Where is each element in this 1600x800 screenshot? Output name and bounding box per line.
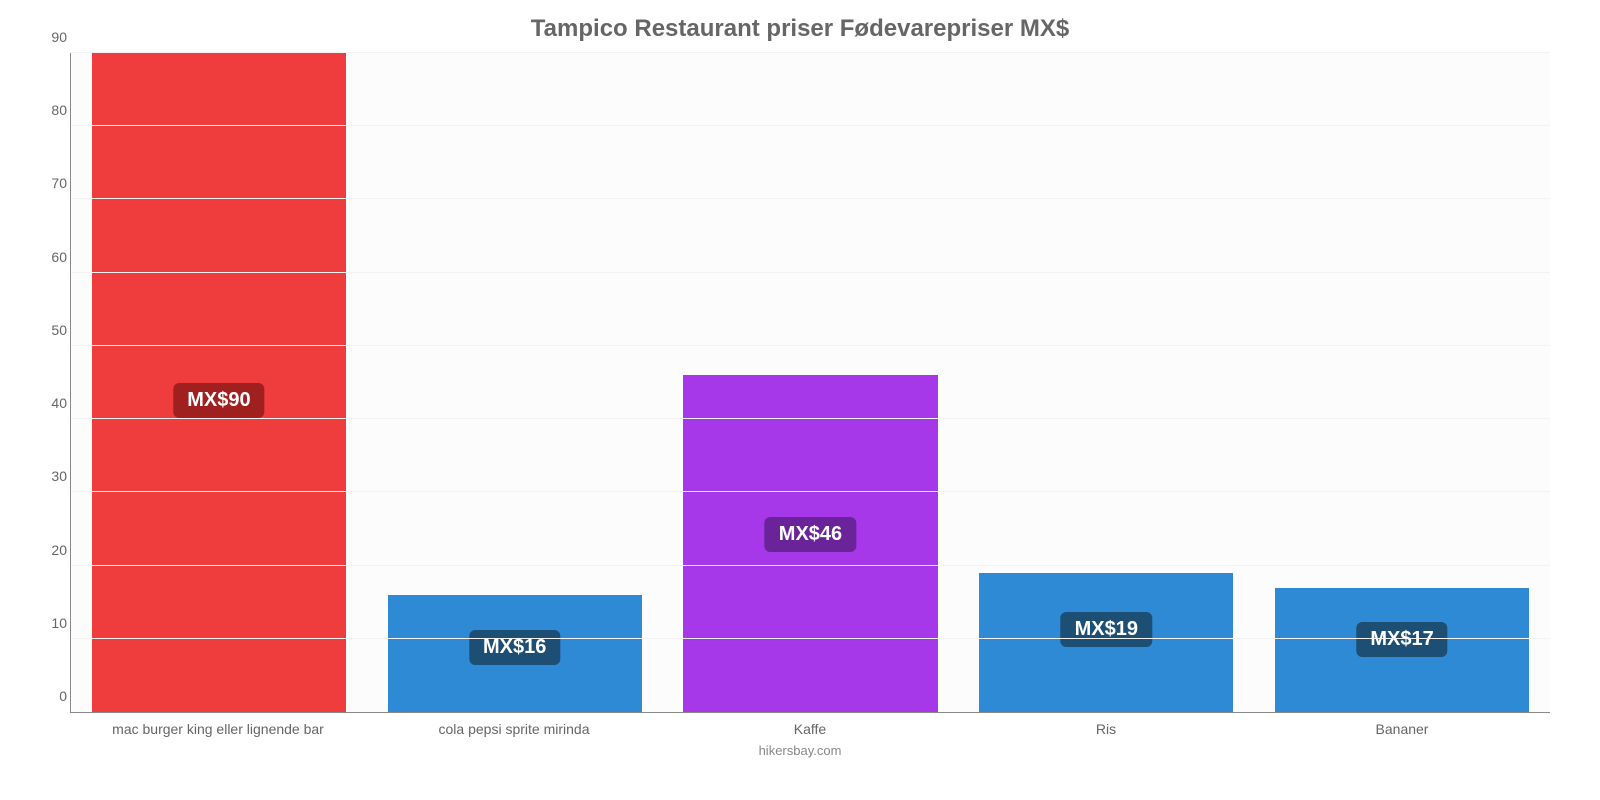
value-badge: MX$46 [765,517,856,552]
bar-slot: MX$16 [367,53,663,712]
y-tick-label: 10 [33,615,67,631]
x-tick-label: mac burger king eller lignende bar [70,713,366,737]
y-tick-label: 80 [33,102,67,118]
grid-line [71,418,1550,419]
grid-line [71,638,1550,639]
x-tick-label: Bananer [1254,713,1550,737]
bar-slot: MX$90 [71,53,367,712]
grid-line [71,52,1550,53]
price-bar-chart: Tampico Restaurant priser Fødevarepriser… [0,0,1600,800]
grid-line [71,565,1550,566]
bar: MX$46 [683,375,937,712]
bar-slot: MX$46 [663,53,959,712]
y-tick-label: 0 [33,688,67,704]
grid-line [71,125,1550,126]
y-tick-label: 90 [33,29,67,45]
value-badge: MX$90 [173,383,264,418]
bar: MX$19 [979,573,1233,712]
grid-line [71,345,1550,346]
y-tick-label: 40 [33,395,67,411]
value-badge: MX$17 [1356,622,1447,657]
plot-area: MX$90MX$16MX$46MX$19MX$17 01020304050607… [70,53,1550,713]
chart-title: Tampico Restaurant priser Fødevarepriser… [40,15,1560,43]
grid-line [71,198,1550,199]
value-badge: MX$16 [469,630,560,665]
bars-container: MX$90 MX$16 MX$46 MX$19 MX$17 [71,53,1550,712]
x-tick-label: cola pepsi sprite mirinda [366,713,662,737]
x-tick-label: Ris [958,713,1254,737]
y-tick-label: 70 [33,175,67,191]
bar: MX$90 [92,53,346,712]
chart-credit: hikersbay.com [40,743,1560,758]
bar-slot: MX$17 [1254,53,1550,712]
y-tick-label: 60 [33,249,67,265]
x-axis-labels: mac burger king eller lignende barcola p… [70,713,1550,737]
grid-line [71,272,1550,273]
value-badge: MX$19 [1061,612,1152,647]
grid-line [71,491,1550,492]
bar: MX$17 [1275,588,1529,712]
x-tick-label: Kaffe [662,713,958,737]
bar-slot: MX$19 [958,53,1254,712]
y-tick-label: 20 [33,542,67,558]
y-tick-label: 30 [33,468,67,484]
bar: MX$16 [388,595,642,712]
y-tick-label: 50 [33,322,67,338]
